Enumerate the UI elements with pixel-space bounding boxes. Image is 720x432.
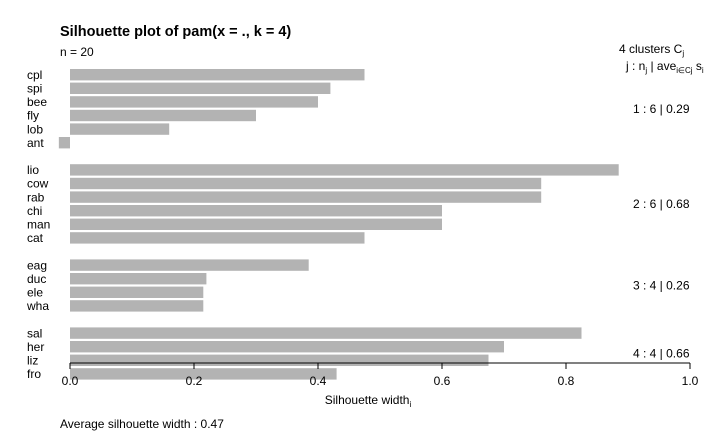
observation-label-eag: eag [27,258,47,272]
observation-label-fro: fro [27,367,41,381]
legend-stats-header: j : nj | avei∈Cj si [625,59,704,75]
observation-label-ele: ele [27,286,43,300]
legend-clusters-header: 4 clusters Cj [619,42,684,58]
silhouette-bar-cpl [70,69,365,81]
observation-label-lio: lio [27,163,39,177]
cluster-summary-4: 4 : 4 | 0.66 [633,347,690,361]
silhouette-bar-fly [70,109,256,122]
cluster-summary-labels: 1 : 6 | 0.29 2 : 6 | 0.68 3 : 4 | 0.26 4 : … [633,102,690,361]
silhouette-bar-man [70,218,442,230]
cluster-summary-1: 1 : 6 | 0.29 [633,102,690,116]
silhouette-bar-bee [70,96,318,108]
silhouette-bar-ele [70,286,204,298]
cluster-summary-2: 2 : 6 | 0.68 [633,197,690,211]
bars-group [58,69,619,380]
observation-label-spi: spi [27,82,42,96]
observation-label-duc: duc [27,272,46,286]
silhouette-bar-cat [70,232,365,244]
silhouette-bar-lio [70,164,619,176]
observation-label-chi: chi [27,204,42,218]
silhouette-bar-liz [70,354,489,366]
cluster-summary-3: 3 : 4 | 0.26 [633,279,690,293]
average-silhouette-footer: Average silhouette width : 0.47 [60,417,224,431]
x-tick-label-4: 0.8 [558,374,575,388]
silhouette-bar-chi [70,205,442,217]
observation-label-sal: sal [27,326,42,340]
observation-label-wha: wha [26,299,49,313]
silhouette-bar-sal [70,327,582,339]
x-tick-label-5: 1.0 [682,374,699,388]
silhouette-bar-her [70,341,504,353]
observation-label-fly: fly [27,109,39,123]
x-tick-label-0: 0.0 [62,374,79,388]
silhouette-bar-spi [70,82,331,94]
observation-label-cat: cat [27,231,44,245]
x-axis-title: Silhouette widthi [325,393,412,409]
silhouette-bar-fro [70,368,337,380]
silhouette-bar-eag [70,259,309,271]
silhouette-bar-rab [70,191,542,203]
silhouette-bar-wha [70,300,204,312]
observation-label-lob: lob [27,122,43,136]
silhouette-bar-ant [58,137,70,149]
chart-title: Silhouette plot of pam(x = ., k = 4) [60,24,291,40]
silhouette-bar-lob [70,123,170,135]
observation-label-ant: ant [27,136,44,150]
silhouette-bar-duc [70,273,207,285]
x-tick-label-1: 0.2 [186,374,203,388]
sample-size-label: n = 20 [60,45,94,59]
x-tick-label-3: 0.6 [434,374,451,388]
observation-label-cpl: cpl [27,68,42,82]
observation-label-her: her [27,340,44,354]
observation-label-man: man [27,218,50,232]
observation-label-rab: rab [27,190,45,204]
observation-label-liz: liz [27,354,38,368]
observation-label-bee: bee [27,95,47,109]
x-axis: 0.0 0.2 0.4 0.6 0.8 1.0 [62,362,699,388]
x-tick-label-2: 0.4 [310,374,327,388]
silhouette-bar-cow [70,177,542,190]
observation-label-cow: cow [27,177,49,191]
